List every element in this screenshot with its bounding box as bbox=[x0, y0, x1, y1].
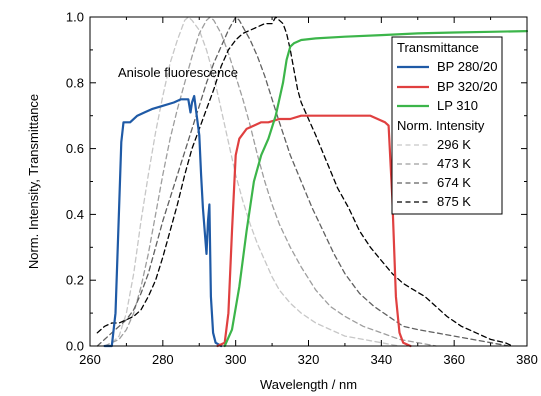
legend-label-674-k: 674 K bbox=[437, 175, 471, 190]
x-tick-label-360: 360 bbox=[443, 352, 465, 367]
y-axis-title: Norm. Intensity, Transmittance bbox=[26, 94, 41, 269]
legend-group-title-norm-intensity: Norm. Intensity bbox=[397, 118, 485, 133]
y-tick-label-0.2: 0.2 bbox=[66, 273, 84, 288]
legend-label-875-k: 875 K bbox=[437, 194, 471, 209]
x-axis-title: Wavelength / nm bbox=[260, 377, 357, 392]
legend-group-title-transmittance: Transmittance bbox=[397, 40, 479, 55]
series-line-lp-310 bbox=[223, 30, 529, 348]
x-tick-label-320: 320 bbox=[298, 352, 320, 367]
y-tick-label-0.6: 0.6 bbox=[66, 141, 84, 156]
x-tick-label-260: 260 bbox=[79, 352, 101, 367]
legend-label-lp-310: LP 310 bbox=[437, 98, 478, 113]
y-tick-label-1: 1.0 bbox=[66, 10, 84, 25]
legend-label-bp-320-20: BP 320/20 bbox=[437, 79, 497, 94]
annotation-anisole-fluorescence: Anisole fluorescence bbox=[118, 65, 238, 80]
y-tick-label-0.4: 0.4 bbox=[66, 207, 84, 222]
series-line-296-k bbox=[103, 16, 401, 347]
legend-entries: BP 280/20 BP 320/20 LP 310 296 K 473 K 674 K 8… bbox=[397, 59, 497, 209]
x-tick-label-380: 380 bbox=[516, 352, 538, 367]
legend: Transmittance Norm. Intensity BP 280/20B… bbox=[391, 36, 503, 215]
legend-label-bp-280-20: BP 280/20 bbox=[437, 59, 497, 74]
x-tick-label-280: 280 bbox=[152, 352, 174, 367]
legend-label-296-k: 296 K bbox=[437, 137, 471, 152]
x-axis: 260 280 300 320 340 360 380 bbox=[79, 17, 538, 367]
legend-label-473-k: 473 K bbox=[437, 156, 471, 171]
y-axis: 0.0 0.2 0.4 0.6 0.8 1.0 bbox=[66, 10, 527, 354]
series-line-bp-280-20 bbox=[103, 94, 223, 348]
x-tick-label-300: 300 bbox=[225, 352, 247, 367]
series-line-674-k bbox=[96, 16, 510, 347]
y-tick-label-0.8: 0.8 bbox=[66, 75, 84, 90]
y-tick-label-0: 0.0 bbox=[66, 339, 84, 354]
series-line-473-k bbox=[103, 16, 437, 347]
x-tick-label-340: 340 bbox=[370, 352, 392, 367]
